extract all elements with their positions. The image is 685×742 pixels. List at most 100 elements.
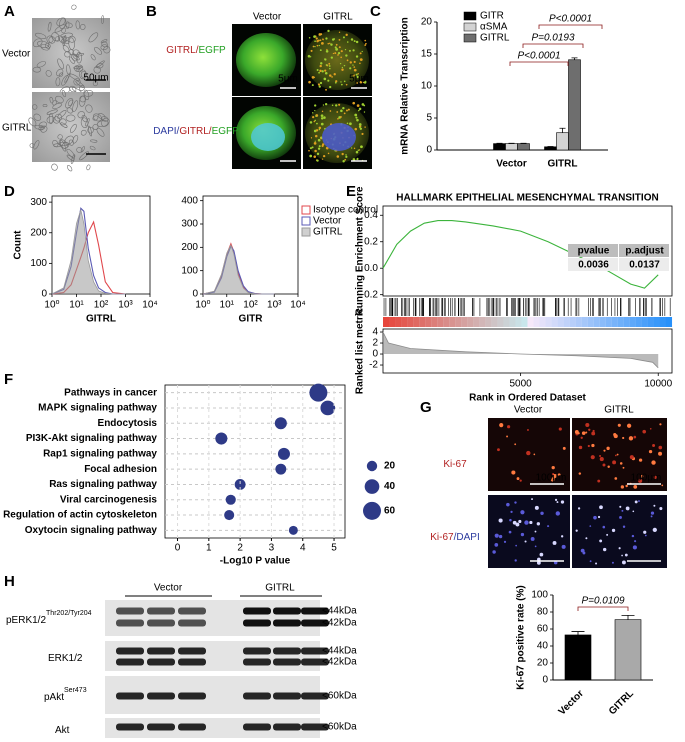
- speckle: [338, 31, 341, 34]
- panel-label: H: [4, 573, 15, 590]
- stained-nucleus: [638, 500, 640, 502]
- rank-color-bar: [539, 317, 546, 327]
- speckle: [322, 39, 324, 41]
- rank-color-bar: [587, 317, 594, 327]
- table-value: 0.0137: [629, 260, 660, 271]
- rank-color-bar: [443, 317, 450, 327]
- speckle: [334, 46, 337, 49]
- speckle: [320, 117, 324, 120]
- x-tick-label: 10³: [267, 300, 282, 311]
- speckle: [315, 37, 318, 40]
- cell-texture: [67, 99, 73, 106]
- stained-nucleus: [593, 515, 597, 520]
- cell-texture: [83, 89, 90, 101]
- speckle: [308, 36, 311, 39]
- y-axis-label: Running Enrichment Score: [355, 186, 366, 315]
- y-tick-label: 0: [542, 675, 548, 686]
- cell-texture: [92, 115, 99, 121]
- size-legend-label: 60: [384, 505, 396, 516]
- cell-texture: [46, 109, 58, 115]
- row-label: Ki-67: [443, 459, 467, 470]
- speckle: [321, 42, 324, 45]
- stained-nucleus: [524, 540, 527, 543]
- rank-color-bar: [617, 317, 624, 327]
- stained-nucleus: [555, 511, 561, 516]
- cell-texture: [65, 114, 76, 122]
- cell-texture: [68, 37, 75, 50]
- stained-nucleus: [560, 535, 564, 538]
- speckle: [341, 152, 344, 156]
- x-tick-label: Vector: [496, 159, 527, 170]
- y-tick-label: 0: [372, 349, 378, 360]
- x-tick-label: Vector: [557, 688, 586, 717]
- stained-nucleus: [642, 429, 647, 434]
- cell-texture: [80, 129, 87, 136]
- category-label: Regulation of actin cytoskeleton: [3, 510, 157, 521]
- cell-texture: [70, 53, 79, 62]
- speckle: [328, 62, 331, 65]
- category-label: Endocytosis: [98, 418, 158, 429]
- speckle: [340, 50, 343, 53]
- speckle: [318, 145, 321, 148]
- size-legend-label: 20: [384, 461, 396, 472]
- cell-texture: [58, 139, 68, 149]
- y-tick-label: 15: [421, 49, 433, 60]
- speckle: [350, 38, 354, 41]
- significance-bracket: [577, 606, 629, 611]
- p-value: P=0.0193: [531, 33, 575, 44]
- category-label: Pathways in cancer: [64, 387, 157, 398]
- rank-color-bar: [461, 317, 468, 327]
- speckle: [327, 79, 330, 82]
- legend-swatch: [301, 227, 311, 237]
- speckle: [340, 116, 342, 118]
- cell-texture: [55, 95, 64, 104]
- stained-nucleus: [588, 428, 591, 431]
- panel-label: A: [4, 3, 15, 20]
- blot-band: [301, 723, 329, 731]
- table-value: 0.0036: [578, 260, 609, 271]
- speckle: [320, 136, 323, 139]
- cell-texture: [60, 32, 73, 39]
- rank-color-bar: [467, 317, 474, 327]
- speckle: [319, 81, 323, 85]
- speckle: [322, 154, 326, 158]
- speckle: [314, 134, 318, 138]
- x-tick-label: GITRL: [607, 688, 636, 717]
- x-axis-label: GITRL: [86, 314, 116, 325]
- stained-nucleus: [580, 436, 583, 439]
- speckle: [333, 38, 336, 40]
- x-tick-label: 10⁴: [290, 300, 305, 311]
- rank-color-bar: [635, 317, 642, 327]
- row-label: GITRL: [2, 123, 32, 134]
- micrograph: [572, 418, 667, 491]
- speckle: [353, 60, 356, 64]
- x-tick-label: 10⁴: [142, 300, 157, 311]
- speckle: [359, 127, 363, 130]
- speckle: [334, 81, 337, 84]
- rank-color-bar: [449, 317, 456, 327]
- table-header: pvalue: [578, 246, 610, 257]
- y-tick-label: 300: [181, 219, 198, 230]
- speckle: [329, 85, 332, 89]
- speckle: [357, 109, 360, 112]
- bar: [568, 59, 581, 151]
- speckle: [353, 68, 357, 72]
- cell-texture: [72, 135, 79, 144]
- stained-nucleus: [540, 511, 544, 516]
- rank-color-bar: [623, 317, 630, 327]
- y-tick-label: 5: [426, 113, 432, 124]
- speckle: [337, 51, 341, 55]
- stained-nucleus: [603, 449, 606, 452]
- y-tick-label: 20: [537, 658, 549, 669]
- size-legend-bubble: [363, 501, 381, 520]
- stained-nucleus: [626, 423, 632, 428]
- x-tick-label: GITRL: [548, 159, 578, 170]
- rank-color-bar: [665, 317, 673, 327]
- stained-nucleus: [557, 473, 561, 477]
- rank-color-bar: [485, 317, 492, 327]
- speckle: [314, 104, 317, 107]
- stained-nucleus: [580, 548, 585, 553]
- y-tick-label: 100: [181, 265, 198, 276]
- speckle: [311, 146, 314, 149]
- speckle: [358, 107, 362, 111]
